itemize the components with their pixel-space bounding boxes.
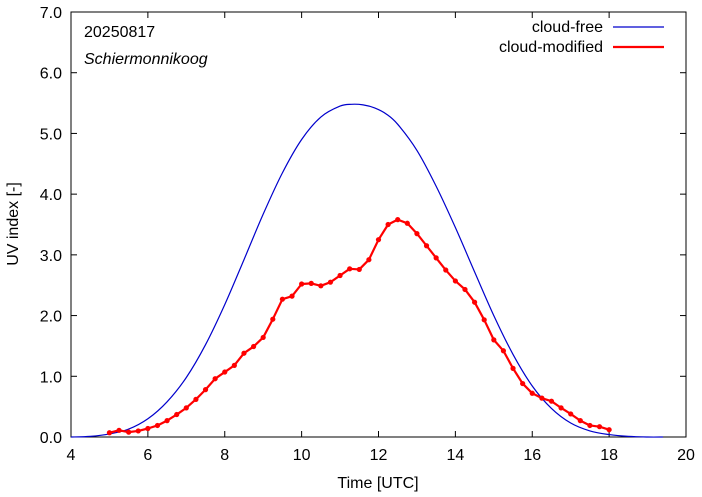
data-point-cloud-modified [414,231,420,237]
data-point-cloud-modified [520,380,526,387]
data-point-cloud-modified [174,411,180,418]
x-tick-label: 4 [67,447,76,464]
plot-area-frame [70,11,687,438]
legend-label-cloud-free: cloud-free [532,19,603,36]
y-tick-label: 1.0 [40,369,62,386]
data-point-cloud-modified [500,348,507,354]
x-tick-label: 14 [446,447,464,464]
y-tick-label: 6.0 [40,66,62,83]
x-tick-label: 8 [220,447,229,464]
series-layer [70,103,663,438]
data-point-cloud-modified [308,280,314,286]
data-point-cloud-modified [106,430,113,436]
data-point-cloud-modified [270,316,276,322]
series-line-cloud-free [70,103,663,438]
data-point-cloud-modified [385,221,391,228]
data-point-cloud-modified [327,279,334,285]
x-tick-label: 10 [293,447,311,464]
data-point-cloud-modified [587,422,593,429]
data-point-cloud-modified [443,267,449,273]
y-tick-label: 5.0 [40,126,62,143]
data-point-cloud-modified [433,255,439,261]
data-point-cloud-modified [299,281,305,287]
data-point-cloud-modified [145,425,151,432]
data-point-cloud-modified [366,257,372,263]
data-point-cloud-modified [481,317,487,323]
data-point-cloud-modified [462,286,468,293]
annotation-date: 20250817 [84,24,155,41]
data-point-cloud-modified [212,376,218,382]
series-line-cloud-modified [109,218,610,434]
data-point-cloud-modified [164,418,170,424]
legend-label-cloud-modified: cloud-modified [499,39,603,56]
data-point-cloud-modified [231,362,237,368]
data-point-cloud-modified [491,337,497,343]
data-point-cloud-modified [404,220,410,226]
y-axis-title: UV index [-] [5,182,22,266]
data-point-cloud-modified [558,405,564,411]
data-point-cloud-modified [241,350,247,356]
data-point-cloud-modified [183,405,189,411]
data-point-cloud-modified [423,243,430,249]
axes: 4 6 8 10 12 14 16 18 20 0.0 1.0 2.0 3.0 4.0 5.0 6.0 7.0 [40,5,695,464]
x-tick-label: 20 [677,447,695,464]
annotation-station: Schiermonnikoog [84,51,208,68]
data-point-cloud-modified [375,237,382,243]
data-point-cloud-modified [452,278,458,284]
data-point-cloud-modified [126,429,132,435]
y-tick-label: 0.0 [40,430,62,447]
data-point-cloud-modified [289,293,295,299]
y-tick-label: 4.0 [40,187,62,204]
data-point-cloud-modified [202,387,209,393]
data-point-cloud-modified [539,395,545,401]
y-tick-label: 2.0 [40,309,62,326]
x-tick-label: 12 [370,447,388,464]
data-point-cloud-modified [222,369,228,375]
data-point-cloud-modified [395,217,401,223]
data-point-cloud-modified [347,266,353,272]
data-point-cloud-modified [356,266,362,273]
y-tick-label: 7.0 [40,5,62,22]
x-tick-label: 6 [143,447,152,464]
data-point-cloud-modified [596,424,603,430]
data-point-cloud-modified [116,427,122,433]
data-point-cloud-modified [260,334,266,341]
x-tick-label: 18 [600,447,618,464]
data-point-cloud-modified [577,418,583,424]
data-point-cloud-modified [568,411,574,417]
data-point-cloud-modified [154,422,161,429]
x-axis-title: Time [UTC] [337,475,418,492]
x-tick-label: 16 [523,447,541,464]
data-point-cloud-modified [250,343,257,350]
data-point-cloud-modified [471,299,478,305]
legend: cloud-free cloud-modified [499,19,664,56]
data-point-cloud-modified [510,365,516,371]
data-point-cloud-modified [529,390,535,396]
data-point-cloud-modified [318,283,324,289]
data-point-cloud-modified [337,272,343,279]
data-point-cloud-modified [193,396,199,402]
data-point-cloud-modified [279,296,286,302]
y-tick-label: 3.0 [40,248,62,265]
data-point-cloud-modified [135,428,141,434]
data-point-cloud-modified [548,398,555,404]
data-point-cloud-modified [606,427,612,433]
